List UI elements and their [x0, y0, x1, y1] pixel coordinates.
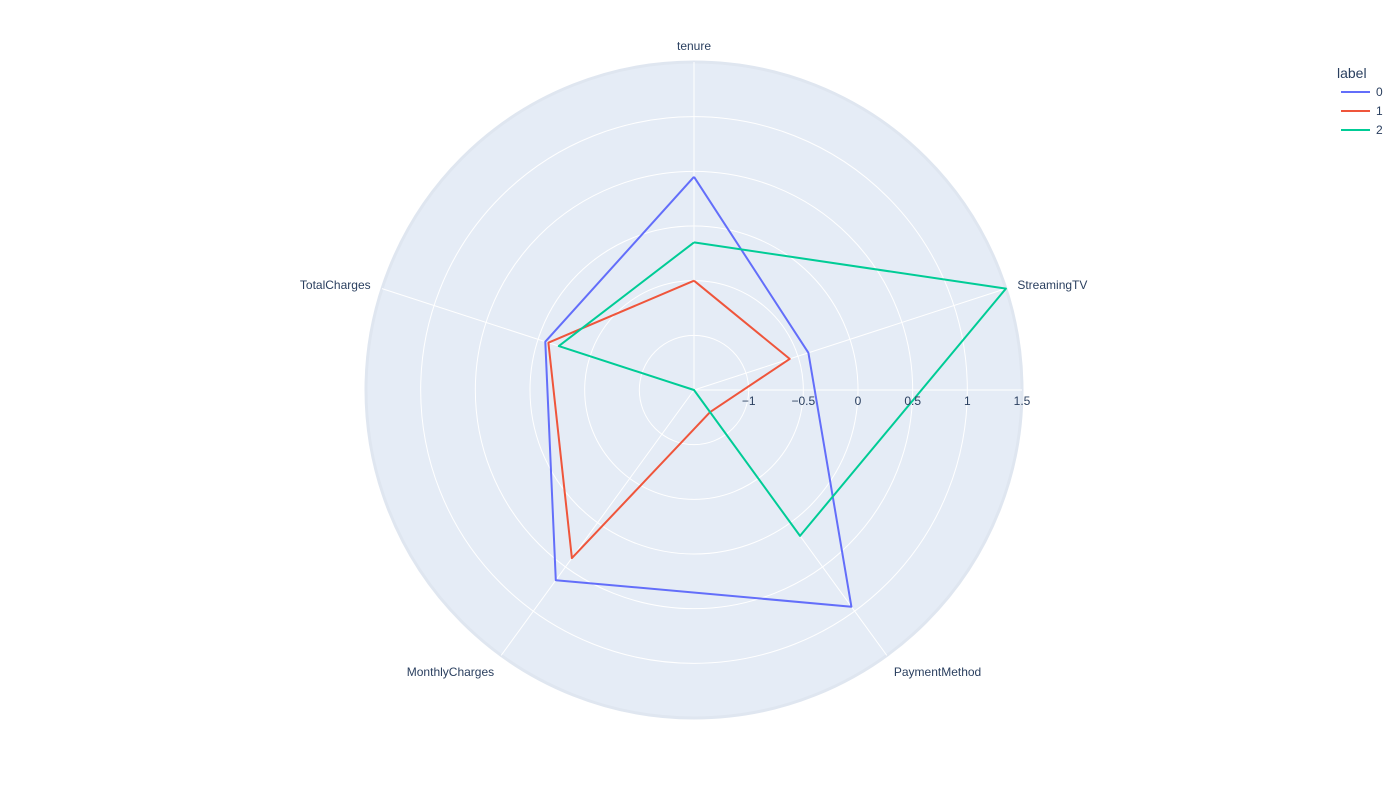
category-label: StreamingTV	[1017, 278, 1087, 292]
legend: label 0 1 2	[1337, 65, 1383, 137]
series-line-1	[547, 279, 791, 560]
series-line-2	[557, 241, 1007, 537]
category-label: MonthlyCharges	[407, 665, 494, 679]
legend-entry-2[interactable]: 2	[1376, 123, 1383, 137]
radial-tick-label: −1	[742, 394, 756, 408]
axis-labels: −1 −0.5 0 0.5 1 1.5 tenure StreamingTV PaymentMe…	[300, 39, 1087, 679]
radial-tick-label: 1	[964, 394, 971, 408]
angular-grid-spoke	[693, 288, 1007, 391]
category-label: PaymentMethod	[894, 665, 981, 679]
legend-entry-1[interactable]: 1	[1376, 104, 1383, 118]
radial-tick-label: 1.5	[1014, 394, 1031, 408]
legend-entry-0[interactable]: 0	[1376, 85, 1383, 99]
legend-title: label	[1337, 65, 1367, 81]
series-line-0	[544, 176, 853, 608]
category-label: tenure	[677, 39, 711, 53]
radial-tick-label: 0	[855, 394, 862, 408]
series-lines	[544, 176, 1007, 608]
angular-grid-spoke	[500, 389, 695, 656]
radial-tick-label: 0.5	[904, 394, 921, 408]
radial-tick-label: −0.5	[791, 394, 815, 408]
category-label: TotalCharges	[300, 278, 371, 292]
